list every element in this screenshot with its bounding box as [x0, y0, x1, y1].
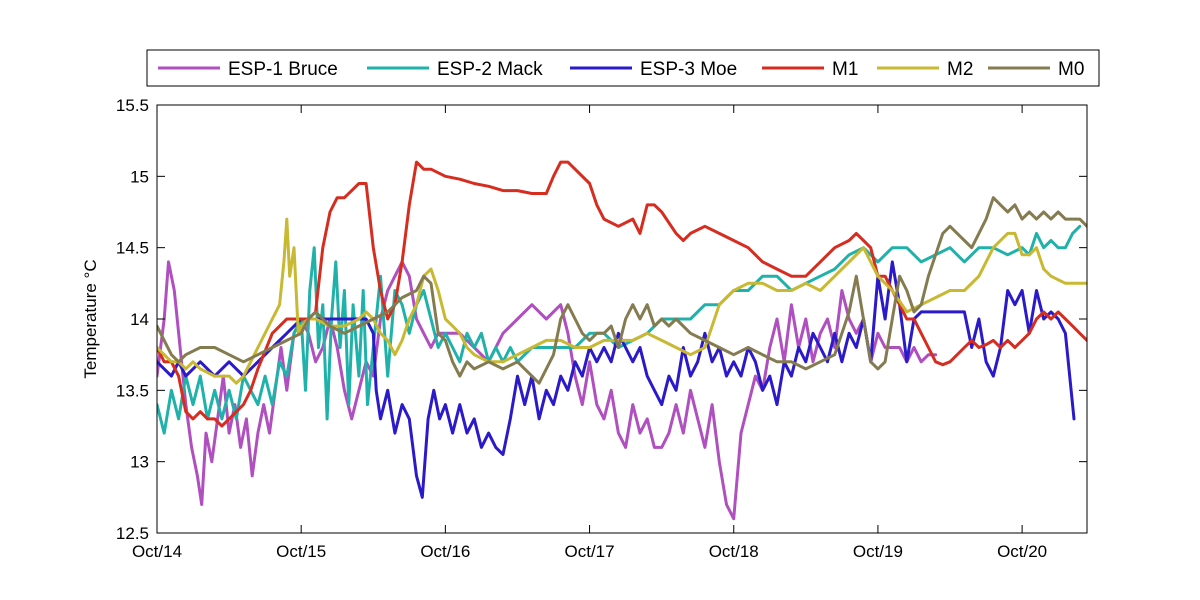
series-line-esp-1-bruce: [157, 260, 938, 521]
x-tick-label: Oct/16: [420, 542, 470, 561]
y-tick-label: 15: [130, 167, 149, 186]
x-tick-label: Oct/19: [853, 542, 903, 561]
x-tick-label: Oct/17: [565, 542, 615, 561]
axis-ticks: 12.5 13 13.5 14 14.5 15 15.5 Oct/14 Oct/15 Oct/16…: [116, 96, 1087, 561]
x-tick-label: Oct/18: [709, 542, 759, 561]
y-tick-label: 13.5: [116, 381, 149, 400]
x-tick-label: Oct/14: [132, 542, 182, 561]
legend: ESP-1 Bruce ESP-2 Mack ESP-3 Moe M1 M2 M0: [146, 49, 1100, 87]
series-layer: [157, 160, 1087, 521]
legend-label: ESP-2 Mack: [437, 59, 543, 80]
series-line-m0: [157, 196, 1087, 385]
series-line-m1: [157, 160, 1087, 428]
x-tick-label: Oct/20: [997, 542, 1047, 561]
y-tick-label: 13: [130, 453, 149, 472]
y-tick-label: 12.5: [116, 524, 149, 543]
y-tick-label: 15.5: [116, 96, 149, 115]
legend-label: M1: [832, 59, 858, 80]
series-line-m2: [157, 217, 1087, 385]
legend-label: M0: [1058, 59, 1084, 80]
y-axis-label: Temperature °C: [81, 259, 100, 378]
x-tick-label: Oct/15: [276, 542, 326, 561]
y-tick-label: 14.5: [116, 239, 149, 258]
series-line-esp-3-moe: [157, 260, 1076, 499]
series-line-esp-2-mack: [157, 224, 1082, 435]
y-tick-label: 14: [130, 310, 149, 329]
legend-label: ESP-3 Moe: [640, 59, 737, 80]
legend-label: M2: [947, 59, 973, 80]
legend-label: ESP-1 Bruce: [228, 59, 338, 80]
